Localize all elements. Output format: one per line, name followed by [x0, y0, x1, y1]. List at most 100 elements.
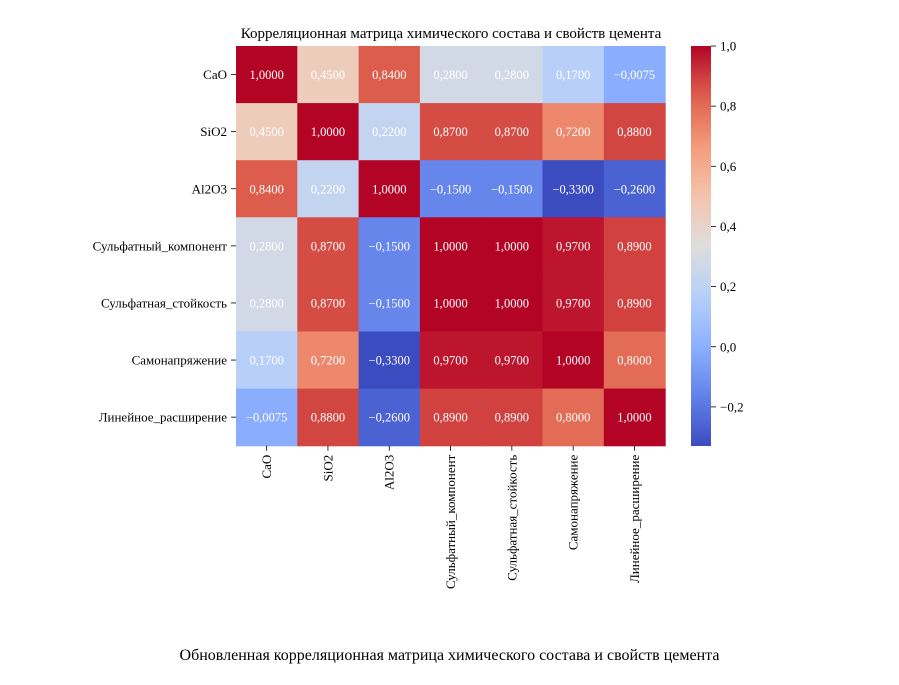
colorbar-ticks: 1,0 0,8 0,6 0,4 0,2 0,0 −0,2: [711, 39, 744, 414]
cell-value-label: 0,8900: [433, 411, 467, 425]
heatmap-cell: [297, 274, 360, 333]
heatmap-cell: [481, 274, 544, 333]
cell-value-label: 1,0000: [311, 125, 345, 139]
heatmap-cell: [542, 217, 605, 275]
heatmap-cell: [358, 388, 421, 447]
heatmap-cell: [481, 46, 544, 104]
cell-value-label: 0,8400: [249, 182, 283, 196]
cell-value-label: −0,3300: [369, 354, 410, 368]
heatmap-cell: [542, 46, 605, 104]
colorbar-tick-label: −0,2: [720, 399, 744, 414]
column-label: Самонапряжение: [566, 454, 581, 550]
cell-value-label: 0,8700: [495, 125, 529, 139]
heatmap-cell: [297, 160, 360, 218]
row-label: Сульфатный_компонент: [93, 238, 228, 253]
cell-value-label: 0,7200: [556, 125, 590, 139]
heatmap-cell: [603, 46, 666, 104]
heatmap-cell: [236, 103, 298, 161]
cell-value-label: −0,0075: [614, 68, 655, 82]
heatmap-cell: [419, 103, 482, 161]
colorbar-tick-label: 0,8: [720, 99, 736, 114]
row-label: Al2O3: [192, 181, 227, 196]
cell-value-label: −0,1500: [430, 182, 471, 196]
row-labels: CaO SiO2 Al2O3 Сульфатный_компонент Сульфатн…: [93, 67, 236, 425]
column-label: SiO2: [320, 455, 335, 482]
column-labels: CaO SiO2 Al2O3 Сульфатный_компонент Сульфатн…: [259, 445, 642, 589]
cell-value-label: 0,9700: [433, 354, 467, 368]
cell-value-label: −0,1500: [369, 239, 410, 253]
cell-value-label: −0,1500: [369, 296, 410, 310]
cell-value-label: 1,0000: [617, 411, 651, 425]
heatmap-cell: [603, 331, 666, 390]
cell-value-label: −0,1500: [491, 182, 532, 196]
heatmap-cell: [419, 388, 482, 447]
cell-value-label: −0,3300: [552, 182, 593, 196]
cell-value-label: 1,0000: [433, 296, 467, 310]
heatmap-cell: [297, 217, 360, 275]
heatmap-cell: [603, 103, 666, 161]
heatmap-cell: [358, 217, 421, 275]
cell-value-label: 1,0000: [495, 239, 529, 253]
figure-caption: Обновленная корреляционная матрица химич…: [179, 647, 720, 664]
heatmap-cell: [542, 103, 605, 161]
heatmap-cell: [236, 388, 298, 447]
colorbar: [691, 46, 711, 446]
heatmap-cell: [419, 160, 482, 218]
colorbar-tick-label: 0,4: [720, 219, 737, 234]
heatmap-cell: [419, 46, 482, 104]
chart-title: Корреляционная матрица химического соста…: [241, 26, 662, 42]
cell-value-label: 0,2800: [249, 296, 283, 310]
heatmap-cell: [358, 160, 421, 218]
heatmap-cell: [236, 331, 298, 390]
cell-value-label: −0,2600: [369, 411, 410, 425]
cell-value-label: 1,0000: [249, 68, 283, 82]
heatmap-cell: [358, 46, 421, 104]
heatmap-cell: [419, 217, 482, 275]
cell-value-label: 0,8400: [372, 68, 406, 82]
heatmap-cell: [297, 103, 360, 161]
cell-value-label: 0,2800: [249, 239, 283, 253]
heatmap-cell: [236, 160, 298, 218]
colorbar-tick-label: 1,0: [720, 39, 736, 54]
column-label: Линейное_расширение: [627, 454, 642, 583]
column-label: Al2O3: [382, 455, 397, 490]
row-label: SiO2: [200, 124, 227, 139]
cell-value-label: 0,8900: [617, 296, 651, 310]
cell-value-label: 0,8700: [311, 296, 345, 310]
colorbar-tick-label: 0,0: [720, 339, 736, 354]
cell-value-label: 1,0000: [495, 296, 529, 310]
heatmap-cell: [358, 274, 421, 333]
cell-value-label: 0,2800: [433, 68, 467, 82]
heatmap-cell: [603, 217, 666, 275]
heatmap-cell: [419, 274, 482, 333]
cell-value-label: −0,2600: [614, 182, 655, 196]
heatmap-cell: [297, 388, 360, 447]
heatmap-cell: [358, 331, 421, 390]
cell-value-label: 0,9700: [556, 239, 590, 253]
heatmap-cell: [603, 274, 666, 333]
cell-value-label: 0,7200: [311, 354, 345, 368]
heatmap-cell: [297, 331, 360, 390]
heatmap-cell: [542, 274, 605, 333]
cell-value-label: 0,8800: [617, 125, 651, 139]
column-label: Сульфатная_стойкость: [504, 455, 519, 581]
heatmap-cell: [236, 217, 298, 275]
heatmap-cells: [236, 46, 666, 447]
colorbar-tick-label: 0,6: [720, 159, 737, 174]
cell-value-label: 0,1700: [249, 354, 283, 368]
heatmap-cell: [481, 217, 544, 275]
cell-value-label: 0,8900: [495, 411, 529, 425]
heatmap-cell: [481, 388, 544, 447]
column-label: CaO: [259, 455, 274, 479]
heatmap-cell: [236, 46, 298, 104]
cell-value-label: 1,0000: [372, 182, 406, 196]
heatmap-cell: [542, 388, 605, 447]
cell-value-label: 0,2800: [495, 68, 529, 82]
heatmap-cell: [481, 103, 544, 161]
column-label: Сульфатный_компонент: [443, 454, 458, 589]
cell-value-label: 0,8000: [556, 411, 590, 425]
cell-value-label: 0,1700: [556, 68, 590, 82]
heatmap-cell-labels: 1,0000 0,4500 0,8400 0,2800 0,2800 0,1700 −0,0…: [246, 68, 655, 425]
cell-value-label: 0,9700: [556, 296, 590, 310]
